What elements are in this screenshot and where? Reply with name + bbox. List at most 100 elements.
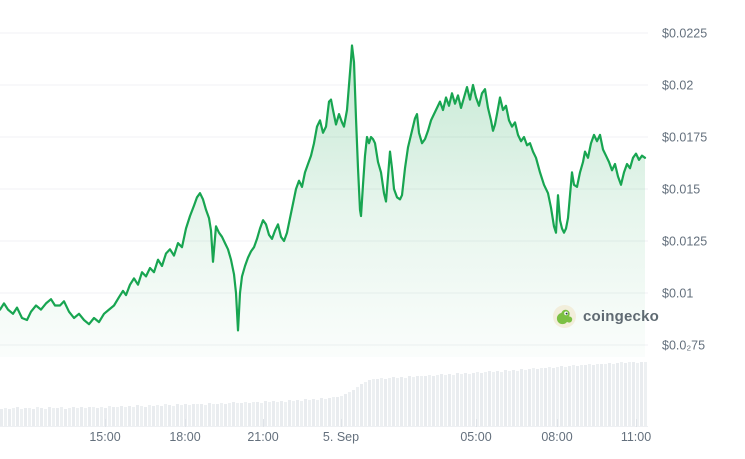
volume-bar bbox=[152, 406, 155, 426]
volume-bar bbox=[588, 364, 591, 426]
volume-bar bbox=[388, 378, 391, 426]
volume-bar bbox=[360, 384, 363, 426]
price-area bbox=[0, 45, 645, 357]
volume-bar bbox=[424, 376, 427, 426]
volume-bar bbox=[188, 405, 191, 426]
volume-bar bbox=[456, 373, 459, 426]
volume-bar bbox=[148, 405, 151, 426]
volume-bar bbox=[604, 364, 607, 426]
volume-bar bbox=[140, 406, 143, 426]
x-axis-labels: 15:00 18:00 21:00 5. Sep 05:00 08:00 11:00 bbox=[89, 430, 651, 444]
volume-bar bbox=[220, 403, 223, 426]
volume-bar bbox=[40, 408, 43, 426]
volume-bar bbox=[464, 373, 467, 426]
volume-bar bbox=[264, 401, 267, 426]
volume-bar bbox=[136, 405, 139, 426]
volume-bar bbox=[332, 397, 335, 426]
volume-bar bbox=[196, 404, 199, 426]
x-axis-label: 15:00 bbox=[89, 430, 120, 444]
volume-bar bbox=[72, 407, 75, 426]
volume-bar bbox=[340, 396, 343, 426]
volume-bar bbox=[12, 408, 15, 426]
volume-bar bbox=[460, 374, 463, 426]
volume-bar bbox=[92, 407, 95, 426]
volume-bar bbox=[88, 407, 91, 426]
volume-bar bbox=[344, 394, 347, 426]
volume-bar bbox=[108, 406, 111, 426]
volume-bar bbox=[432, 376, 435, 426]
volume-bar bbox=[256, 402, 259, 426]
volume-bar bbox=[208, 403, 211, 426]
volume-bar bbox=[352, 390, 355, 426]
volume-bar bbox=[176, 404, 179, 426]
volume-bar bbox=[636, 363, 639, 426]
volume-bar bbox=[232, 402, 235, 426]
volume-bar bbox=[372, 379, 375, 426]
volume-bar bbox=[216, 404, 219, 426]
price-area-fill bbox=[0, 45, 645, 357]
volume-bar bbox=[192, 404, 195, 426]
x-axis-label: 11:00 bbox=[621, 430, 651, 444]
volume-bar bbox=[348, 392, 351, 426]
volume-bar bbox=[284, 402, 287, 426]
volume-bar bbox=[180, 405, 183, 426]
volume-bar bbox=[4, 408, 7, 426]
volume-bar bbox=[300, 401, 303, 426]
volume-bar bbox=[64, 409, 67, 426]
volume-bar bbox=[80, 407, 83, 426]
volume-bar bbox=[164, 404, 167, 426]
volume-bar bbox=[296, 400, 299, 426]
volume-bar bbox=[504, 370, 507, 426]
volume-bar bbox=[304, 399, 307, 426]
volume-bar bbox=[440, 374, 443, 426]
volume-bar bbox=[612, 364, 615, 426]
volume-bar bbox=[428, 375, 431, 426]
x-axis-label: 21:00 bbox=[247, 430, 278, 444]
volume-bar bbox=[24, 408, 27, 426]
y-axis-label: $0.01 bbox=[662, 287, 693, 301]
volume-bar bbox=[616, 363, 619, 426]
volume-bar bbox=[68, 408, 71, 426]
volume-bar bbox=[624, 363, 627, 426]
volume-bar bbox=[500, 372, 503, 426]
volume-bar bbox=[32, 409, 35, 426]
volume-bar bbox=[132, 407, 135, 426]
volume-bar bbox=[448, 374, 451, 426]
volume-bar bbox=[168, 405, 171, 426]
volume-bar bbox=[84, 408, 87, 426]
volume-bar bbox=[0, 409, 3, 426]
y-axis-label: $0.02 bbox=[662, 79, 693, 93]
y-axis-label: $0.0175 bbox=[662, 131, 707, 145]
volume-bar bbox=[252, 402, 255, 426]
volume-bar bbox=[592, 365, 595, 426]
volume-bar bbox=[56, 408, 59, 426]
volume-bar bbox=[172, 406, 175, 426]
volume-bar bbox=[452, 375, 455, 426]
volume-bar bbox=[576, 366, 579, 426]
volume-bar bbox=[268, 402, 271, 426]
volume-bar bbox=[556, 367, 559, 426]
volume-bar bbox=[184, 404, 187, 426]
volume-bar bbox=[28, 408, 31, 426]
volume-bar bbox=[308, 400, 311, 426]
volume-bar bbox=[292, 401, 295, 426]
y-axis-label: $0.0₂75 bbox=[662, 339, 705, 353]
volume-bar bbox=[144, 407, 147, 426]
volume-bar bbox=[104, 408, 107, 426]
volume-bar bbox=[520, 369, 523, 426]
volume-bar bbox=[248, 403, 251, 426]
volume-bar bbox=[76, 408, 79, 426]
volume-bar bbox=[508, 371, 511, 426]
price-line bbox=[0, 44, 647, 332]
volume-bar bbox=[628, 362, 631, 426]
volume-bar bbox=[280, 401, 283, 426]
volume-bar bbox=[52, 408, 55, 426]
volume-bar bbox=[560, 366, 563, 426]
volume-bar bbox=[536, 369, 539, 426]
volume-bar bbox=[204, 405, 207, 426]
volume-bar bbox=[116, 407, 119, 426]
volume-bar bbox=[96, 408, 99, 426]
volume-bar bbox=[128, 406, 131, 426]
